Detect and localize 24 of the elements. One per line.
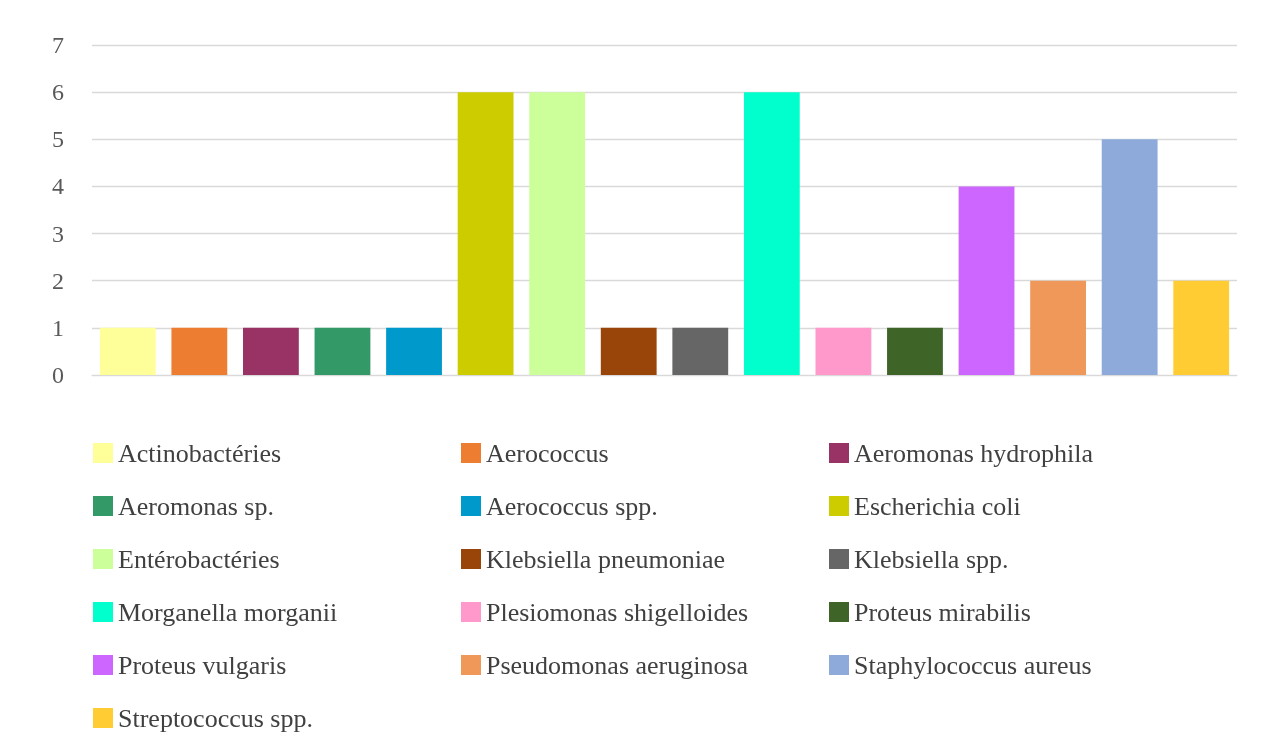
legend-label: Aerococcus spp.: [486, 491, 658, 521]
y-tick-label: 6: [52, 79, 64, 106]
y-tick-label: 4: [52, 173, 64, 200]
y-tick-label: 7: [52, 32, 64, 58]
legend-label: Aeromonas sp.: [118, 491, 274, 521]
legend-label: Aeromonas hydrophila: [854, 438, 1094, 468]
y-tick-label: 3: [52, 220, 64, 247]
y-tick-label: 2: [52, 267, 64, 294]
legend-label: Staphylococcus aureus: [854, 650, 1092, 680]
legend-label: Actinobactéries: [118, 438, 282, 468]
legend-label: Klebsiella spp.: [854, 544, 1009, 574]
legend-label: Aerococcus: [486, 438, 609, 468]
legend-label: Escherichia coli: [854, 491, 1021, 521]
legend-label: Morganella morganii: [118, 597, 338, 627]
y-tick-label: 0: [52, 362, 64, 388]
legend-label: Entérobactéries: [118, 544, 280, 574]
legend-label: Plesiomonas shigelloides: [486, 597, 749, 627]
y-tick-label: 5: [52, 126, 64, 153]
legend-label: Proteus vulgaris: [118, 650, 287, 680]
legend-label: Klebsiella pneumoniae: [486, 544, 725, 574]
legend-label: Proteus mirabilis: [854, 597, 1031, 627]
legend-label: Pseudomonas aeruginosa: [486, 650, 749, 680]
legend-label: Streptococcus spp.: [118, 703, 313, 733]
y-tick-label: 1: [52, 314, 64, 341]
